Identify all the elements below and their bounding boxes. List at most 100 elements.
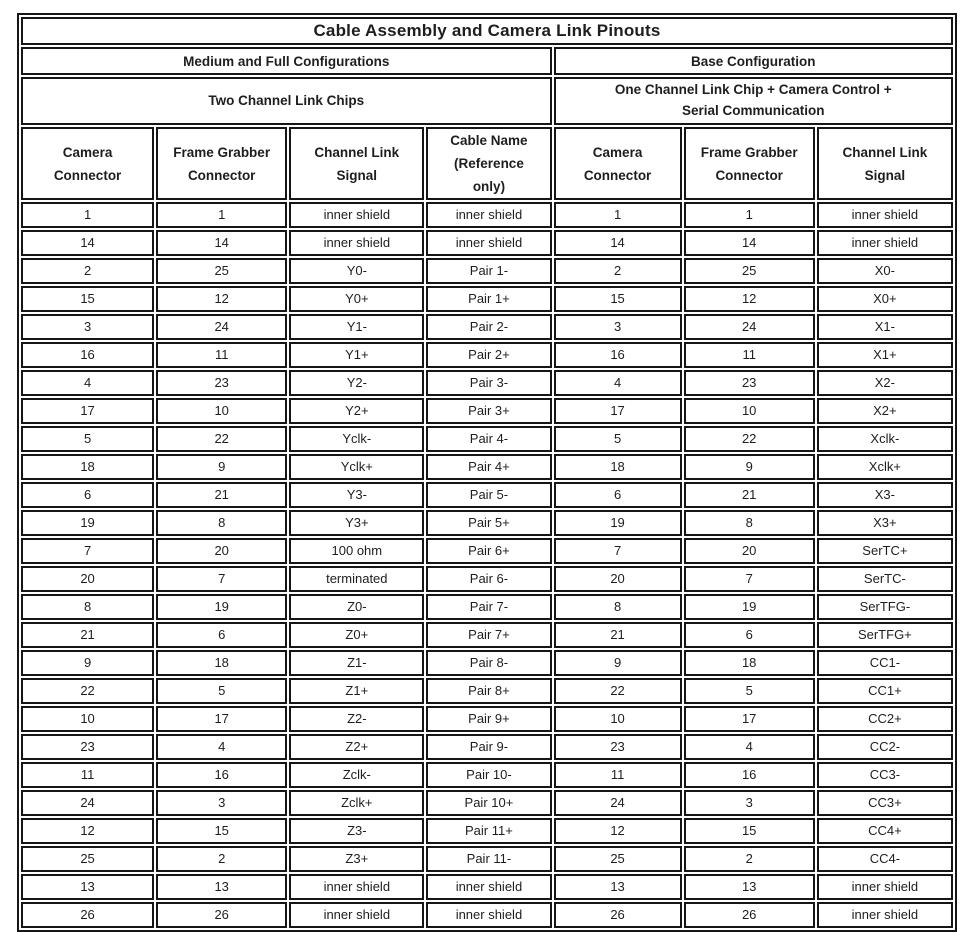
- pinout-cell: 16: [553, 342, 682, 368]
- pinout-cell: 3: [683, 790, 815, 816]
- pinout-cell: 19: [553, 510, 682, 536]
- table-row: 4 23 Y2- Pair 3- 4 23 X2-: [21, 370, 953, 396]
- pinout-cell: 22: [553, 678, 682, 704]
- pinout-cell: Pair 9-: [426, 734, 552, 760]
- table-title: Cable Assembly and Camera Link Pinouts: [21, 17, 953, 45]
- table-row: 14 14 inner shield inner shield 14 14 inner sh…: [21, 230, 953, 256]
- pinout-cell: 5: [553, 426, 682, 452]
- pinout-cell: 15: [553, 286, 682, 312]
- pinout-cell: 10: [21, 706, 155, 732]
- pinout-cell: 19: [683, 594, 815, 620]
- pinout-cell: X1+: [816, 342, 953, 368]
- pinout-cell: 16: [683, 762, 815, 788]
- pinout-cell: 100 ohm: [289, 538, 425, 564]
- right-configuration-header: Base Configuration: [553, 47, 953, 75]
- pinout-cell: Pair 10-: [426, 762, 552, 788]
- pinout-cell: 9: [156, 454, 288, 480]
- pinout-cell: Pair 8-: [426, 650, 552, 676]
- table-row: 12 15 Z3- Pair 11+ 12 15 CC4+: [21, 818, 953, 844]
- table-row: 6 21 Y3- Pair 5- 6 21 X3-: [21, 482, 953, 508]
- pinout-cell: 9: [553, 650, 682, 676]
- pinout-cell: 10: [683, 398, 815, 424]
- pinout-cell: inner shield: [816, 202, 953, 228]
- pinout-cell: Pair 10+: [426, 790, 552, 816]
- pinout-cell: 1: [683, 202, 815, 228]
- pinout-cell: Yclk-: [289, 426, 425, 452]
- pinout-cell: 24: [553, 790, 682, 816]
- pinout-cell: Pair 11+: [426, 818, 552, 844]
- table-row: 8 19 Z0- Pair 7- 8 19 SerTFG-: [21, 594, 953, 620]
- pinout-cell: CC4-: [816, 846, 953, 872]
- pinout-cell: 26: [553, 902, 682, 928]
- pinout-cell: CC2-: [816, 734, 953, 760]
- table-row: 22 5 Z1+ Pair 8+ 22 5 CC1+: [21, 678, 953, 704]
- pinout-cell: 13: [156, 874, 288, 900]
- pinout-cell: 22: [683, 426, 815, 452]
- pinout-cell: 17: [21, 398, 155, 424]
- pinout-cell: Pair 2-: [426, 314, 552, 340]
- pinout-cell: inner shield: [816, 874, 953, 900]
- pinout-cell: inner shield: [289, 874, 425, 900]
- table-row: 24 3 Zclk+ Pair 10+ 24 3 CC3+: [21, 790, 953, 816]
- pinout-cell: 1: [553, 202, 682, 228]
- pinout-cell: X2-: [816, 370, 953, 396]
- pinout-cell: 6: [683, 622, 815, 648]
- pinout-cell: 8: [156, 510, 288, 536]
- pinout-cell: Zclk+: [289, 790, 425, 816]
- pinout-cell: 23: [21, 734, 155, 760]
- pinout-cell: 25: [21, 846, 155, 872]
- pinout-cell: 11: [21, 762, 155, 788]
- document-page: Cable Assembly and Camera Link Pinouts M…: [17, 13, 957, 932]
- pinout-cell: 19: [156, 594, 288, 620]
- pinout-cell: 6: [553, 482, 682, 508]
- pinout-cell: Pair 5-: [426, 482, 552, 508]
- pinout-cell: 19: [21, 510, 155, 536]
- table-row: 11 16 Zclk- Pair 10- 11 16 CC3-: [21, 762, 953, 788]
- pinout-cell: 17: [683, 706, 815, 732]
- table-body: 1 1 inner shield inner shield 1 1 inner shield…: [21, 202, 953, 928]
- pinout-cell: inner shield: [426, 230, 552, 256]
- pinout-cell: 1: [21, 202, 155, 228]
- pinout-cell: 9: [21, 650, 155, 676]
- pinout-cell: SerTFG+: [816, 622, 953, 648]
- pinout-cell: 21: [156, 482, 288, 508]
- right-chip-description: One Channel Link Chip + Camera Control +…: [553, 77, 953, 125]
- pinout-cell: 15: [683, 818, 815, 844]
- pinout-cell: 21: [683, 482, 815, 508]
- pinout-cell: 2: [553, 258, 682, 284]
- pinout-cell: 5: [683, 678, 815, 704]
- pinout-table: Cable Assembly and Camera Link Pinouts M…: [17, 13, 957, 932]
- table-row: 13 13 inner shield inner shield 13 13 inner sh…: [21, 874, 953, 900]
- pinout-cell: 8: [683, 510, 815, 536]
- table-row: 5 22 Yclk- Pair 4- 5 22 Xclk-: [21, 426, 953, 452]
- pinout-cell: inner shield: [816, 230, 953, 256]
- pinout-cell: Z2+: [289, 734, 425, 760]
- pinout-cell: 10: [553, 706, 682, 732]
- pinout-cell: 20: [21, 566, 155, 592]
- pinout-cell: 17: [553, 398, 682, 424]
- pinout-cell: Pair 2+: [426, 342, 552, 368]
- pinout-cell: inner shield: [289, 202, 425, 228]
- pinout-cell: 14: [21, 230, 155, 256]
- pinout-cell: 18: [553, 454, 682, 480]
- pinout-cell: 22: [156, 426, 288, 452]
- pinout-cell: Pair 4+: [426, 454, 552, 480]
- column-header-left-camera-connector: Camera Connector: [21, 127, 155, 200]
- pinout-cell: 2: [21, 258, 155, 284]
- pinout-cell: X0+: [816, 286, 953, 312]
- pinout-cell: Pair 3+: [426, 398, 552, 424]
- pinout-cell: Xclk-: [816, 426, 953, 452]
- pinout-cell: 7: [553, 538, 682, 564]
- pinout-cell: X3+: [816, 510, 953, 536]
- configuration-row: Medium and Full Configurations Base Conf…: [21, 47, 953, 75]
- pinout-cell: 16: [21, 342, 155, 368]
- pinout-cell: Pair 7+: [426, 622, 552, 648]
- pinout-cell: inner shield: [289, 902, 425, 928]
- pinout-cell: 21: [21, 622, 155, 648]
- pinout-cell: 23: [156, 370, 288, 396]
- pinout-cell: 7: [21, 538, 155, 564]
- pinout-cell: 12: [683, 286, 815, 312]
- pinout-cell: 26: [21, 902, 155, 928]
- pinout-cell: Z1-: [289, 650, 425, 676]
- table-row: 15 12 Y0+ Pair 1+ 15 12 X0+: [21, 286, 953, 312]
